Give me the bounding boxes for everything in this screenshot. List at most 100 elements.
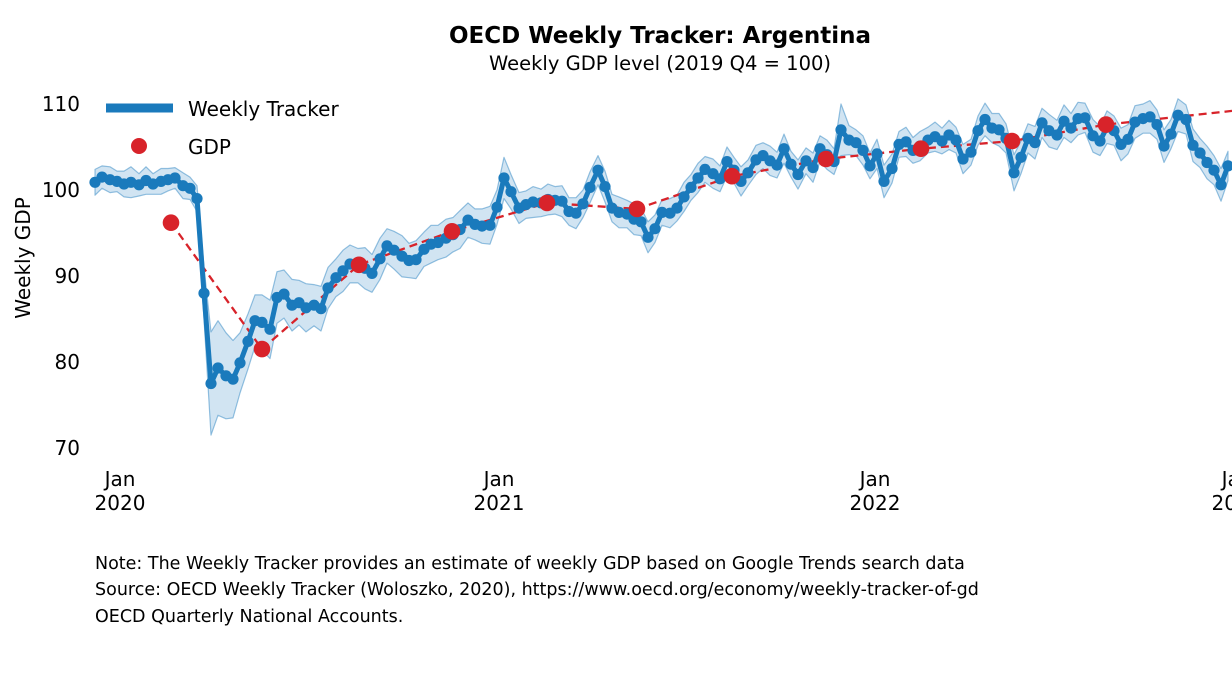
tracker-week-marker <box>742 167 754 179</box>
y-tick-label-70: 70 <box>55 436 80 460</box>
tracker-week-marker <box>1144 111 1156 123</box>
tracker-week-marker <box>1079 112 1091 124</box>
y-tick-label-110: 110 <box>42 92 80 116</box>
tracker-week-marker <box>315 303 327 315</box>
x-tick-month-2022: Jan <box>858 467 891 491</box>
chart-subtitle: Weekly GDP level (2019 Q4 = 100) <box>489 51 831 75</box>
tracker-week-marker <box>649 223 661 235</box>
tracker-week-marker <box>191 193 203 205</box>
tracker-week-marker <box>1201 156 1213 169</box>
tracker-week-marker <box>599 181 611 193</box>
tracker-week-marker <box>1208 164 1220 176</box>
tracker-week-marker <box>556 195 568 207</box>
tracker-week-marker <box>212 362 224 374</box>
tracker-week-marker <box>337 265 349 277</box>
tracker-confidence-band <box>94 98 1229 436</box>
tracker-week-marker <box>1194 147 1206 159</box>
tracker-week-marker <box>264 323 276 335</box>
tracker-week-marker <box>886 162 898 175</box>
tracker-week-marker <box>1151 119 1163 131</box>
x-tick-year-2022: 2022 <box>850 491 901 515</box>
tracker-week-marker <box>785 158 797 170</box>
y-axis-title: Weekly GDP <box>11 197 35 319</box>
tracker-week-marker <box>993 124 1005 136</box>
tracker-week-marker <box>721 156 733 168</box>
x-tick-year-2023: 2023 <box>1212 491 1232 515</box>
tracker-week-marker <box>1094 135 1106 147</box>
chart-title: OECD Weekly Tracker: Argentina <box>448 23 871 49</box>
tracker-week-marker <box>972 125 984 137</box>
tracker-week-marker <box>835 124 847 136</box>
tracker-week-marker <box>184 182 196 194</box>
y-tick-label-100: 100 <box>42 178 80 202</box>
legend-gdp-dot-swatch <box>131 138 147 155</box>
tracker-week-marker <box>169 172 181 184</box>
tracker-week-marker <box>388 244 400 256</box>
tracker-week-marker <box>871 148 883 160</box>
legend-label-gdp: GDP <box>188 135 231 159</box>
tracker-week-marker <box>1222 160 1232 172</box>
tracker-week-marker <box>864 160 876 172</box>
tracker-week-marker <box>1036 117 1048 129</box>
tracker-week-marker <box>1065 122 1077 134</box>
gdp-point-2020-Q4 <box>443 223 461 240</box>
tracker-week-marker <box>1215 179 1227 191</box>
x-tick-year-2021: 2021 <box>474 491 525 515</box>
tracker-week-marker <box>671 202 683 214</box>
tracker-week-marker <box>792 168 804 181</box>
x-tick-year-2020: 2020 <box>95 491 146 515</box>
x-tick-month-2021: Jan <box>482 467 515 491</box>
gdp-point-2020-Q3 <box>350 256 368 274</box>
tracker-week-marker <box>592 164 604 176</box>
tracker-week-marker <box>807 162 819 174</box>
x-tick-month-2023: Jan <box>1220 467 1232 491</box>
tracker-week-marker <box>242 335 254 348</box>
tracker-week-marker <box>1158 140 1170 152</box>
tracker-week-marker <box>979 113 991 126</box>
tracker-week-marker <box>771 159 783 171</box>
tracker-week-marker <box>570 207 582 219</box>
tracker-week-marker <box>278 288 290 300</box>
tracker-week-marker <box>366 267 378 280</box>
tracker-week-marker <box>1180 113 1192 126</box>
tracker-week-marker <box>635 216 647 228</box>
y-tick-label-80: 80 <box>55 350 80 374</box>
gdp-point-2021-Q4 <box>817 150 835 168</box>
tracker-week-marker <box>322 282 334 294</box>
gdp-point-2020-Q1 <box>162 214 180 232</box>
tracker-week-marker <box>256 316 268 329</box>
tracker-week-marker <box>1015 151 1027 163</box>
tracker-week-marker <box>234 357 246 369</box>
tracker-week-marker <box>330 272 342 284</box>
tracker-week-marker <box>900 136 912 148</box>
tracker-week-marker <box>1058 115 1070 127</box>
tracker-week-marker <box>227 373 239 385</box>
note-line-3: OECD Quarterly National Accounts. <box>95 606 404 627</box>
tracker-week-marker <box>1122 133 1134 145</box>
tracker-week-marker <box>491 201 503 213</box>
gdp-point-2021-Q3 <box>723 167 741 185</box>
tracker-week-marker <box>857 144 869 157</box>
tracker-week-marker <box>498 172 510 184</box>
tracker-week-marker <box>965 146 977 158</box>
tracker-week-marker <box>577 198 589 210</box>
legend-label-weekly-tracker: Weekly Tracker <box>188 97 339 121</box>
gdp-point-2021-Q1 <box>538 194 556 212</box>
tracker-week-marker <box>685 181 697 194</box>
chart-header: OECD Weekly Tracker: Argentina Weekly GD… <box>88 22 1232 76</box>
note-line-2: Source: OECD Weekly Tracker (Woloszko, 2… <box>95 580 979 601</box>
x-tick-month-2020: Jan <box>103 467 136 491</box>
gdp-point-2020-Q2 <box>253 340 271 358</box>
y-tick-label-90: 90 <box>55 264 80 288</box>
tracker-week-marker <box>778 143 790 155</box>
tracker-week-marker <box>410 254 422 266</box>
tracker-week-marker <box>850 137 862 149</box>
tracker-week-marker <box>878 175 890 188</box>
tracker-week-marker <box>198 287 210 299</box>
tracker-week-marker <box>950 134 962 146</box>
tracker-week-marker <box>374 253 386 265</box>
tracker-week-marker <box>714 173 726 185</box>
gdp-point-2022-Q2 <box>1003 132 1021 150</box>
tracker-week-marker <box>642 231 654 243</box>
